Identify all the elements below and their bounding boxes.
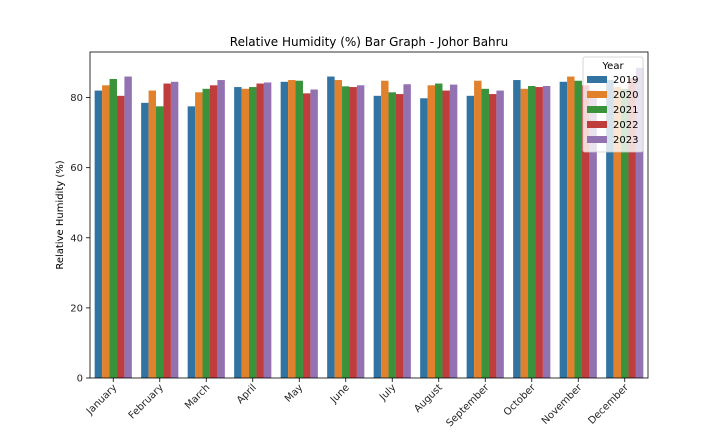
bar-july-2023 [403, 84, 411, 378]
x-tick-label-may: May [283, 382, 305, 404]
y-tick-label: 60 [70, 163, 83, 174]
bar-january-2023 [124, 76, 132, 378]
legend-swatch-2023 [587, 136, 607, 143]
bar-february-2019 [141, 102, 149, 378]
x-tick-label-august: August [412, 382, 445, 415]
legend-label-2021: 2021 [613, 105, 638, 116]
bar-october-2022 [535, 87, 543, 379]
y-axis-label: Relative Humidity (%) [55, 160, 66, 269]
legend-label-2020: 2020 [613, 90, 638, 101]
y-axis: 0 20 40 60 80 [70, 93, 90, 385]
bar-december-2020 [613, 87, 622, 379]
bar-march-2023 [217, 80, 225, 378]
bar-march-2019 [187, 106, 196, 378]
bar-august-2021 [435, 83, 443, 379]
bar-april-2020 [241, 88, 250, 378]
bar-february-2023 [170, 81, 179, 379]
bar-june-2020 [334, 80, 343, 378]
bar-may-2023 [310, 89, 318, 378]
bar-april-2019 [234, 87, 242, 379]
legend-swatch-2020 [587, 91, 607, 98]
bar-may-2022 [302, 93, 311, 379]
bar-july-2019 [373, 95, 382, 378]
bar-february-2020 [148, 90, 157, 378]
bar-january-2019 [94, 90, 103, 378]
x-tick-label-april: April [235, 382, 259, 406]
x-tick-label-march: March [183, 382, 212, 411]
legend-swatch-2019 [587, 76, 607, 83]
bar-august-2019 [420, 98, 428, 379]
legend-label-2022: 2022 [613, 120, 638, 131]
y-tick-label: 20 [70, 303, 83, 314]
bar-august-2020 [427, 85, 436, 379]
x-tick-label-december: December [586, 382, 631, 427]
bar-january-2020 [102, 85, 110, 379]
legend-swatch-2021 [587, 106, 607, 113]
x-tick-label-february: February [127, 382, 166, 421]
y-tick-label: 40 [70, 233, 83, 244]
bar-december-2022 [628, 78, 636, 378]
x-tick-label-january: January [84, 382, 119, 417]
chart-title: Relative Humidity (%) Bar Graph - Johor … [230, 35, 508, 49]
bar-march-2022 [209, 85, 218, 379]
bar-march-2021 [202, 88, 210, 378]
legend-title: Year [601, 61, 624, 72]
bar-july-2020 [381, 80, 389, 379]
bar-june-2019 [327, 76, 335, 378]
legend-label-2023: 2023 [613, 135, 638, 146]
bar-june-2023 [356, 85, 365, 379]
legend-label-2019: 2019 [613, 75, 638, 86]
bar-july-2022 [395, 94, 404, 378]
bar-december-2019 [606, 80, 614, 378]
plot-frame [89, 51, 649, 379]
y-tick-label: 80 [70, 93, 83, 104]
x-tick-label-september: September [445, 382, 492, 429]
bar-january-2022 [116, 95, 125, 378]
bar-september-2019 [466, 95, 475, 378]
bar-april-2023 [263, 82, 272, 378]
bar-december-2023 [635, 67, 644, 379]
bar-june-2022 [349, 87, 357, 379]
bar-october-2023 [542, 86, 551, 378]
bar-november-2020 [567, 76, 575, 378]
bar-august-2022 [442, 90, 450, 378]
bar-september-2021 [481, 88, 489, 378]
bar-august-2023 [449, 84, 458, 378]
bar-february-2022 [163, 83, 171, 379]
x-axis: January February March April May June July Augu… [84, 378, 631, 429]
bars-layer [94, 67, 644, 379]
bar-november-2021 [574, 80, 582, 379]
bar-april-2021 [249, 87, 257, 379]
bar-september-2023 [496, 90, 504, 378]
legend-swatch-2022 [587, 121, 607, 128]
bar-july-2021 [388, 92, 396, 378]
y-tick-label: 0 [77, 374, 83, 385]
bar-september-2022 [488, 94, 497, 378]
bar-october-2021 [528, 86, 536, 378]
bar-september-2020 [474, 80, 482, 379]
legend: Year 2019 2020 2021 2022 2023 [582, 56, 644, 153]
bar-november-2022 [581, 85, 590, 379]
bar-march-2020 [195, 92, 203, 378]
x-tick-label-june: June [328, 382, 352, 406]
bar-may-2019 [280, 81, 289, 379]
bar-december-2021 [621, 88, 629, 378]
bar-november-2023 [589, 90, 597, 378]
bar-january-2021 [109, 78, 117, 379]
bar-october-2019 [513, 80, 521, 378]
bar-april-2022 [256, 83, 264, 379]
bar-may-2020 [288, 80, 296, 378]
x-tick-label-october: October [502, 382, 539, 419]
bar-june-2021 [342, 86, 350, 378]
x-tick-label-november: November [540, 382, 585, 427]
bar-may-2021 [295, 80, 303, 379]
bar-november-2019 [559, 81, 568, 379]
x-tick-label-july: July [377, 382, 398, 403]
bar-october-2020 [520, 88, 529, 378]
bar-february-2021 [156, 106, 164, 378]
